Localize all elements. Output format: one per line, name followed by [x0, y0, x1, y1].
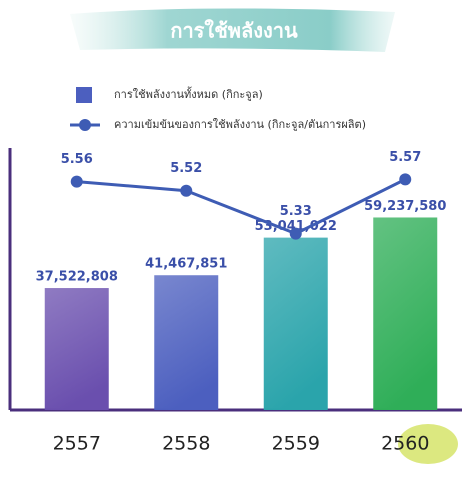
legend-swatch [76, 87, 92, 103]
x-tick-label: 2560 [381, 433, 429, 455]
bar [373, 217, 438, 410]
data-label: 37,522,808 [36, 270, 118, 285]
line-point [289, 227, 302, 240]
legend-swatch [79, 119, 91, 131]
title-banner [70, 8, 395, 53]
bar [44, 288, 109, 410]
line-point [180, 184, 193, 197]
x-tick-label: 2558 [162, 433, 210, 455]
x-tick-label: 2559 [272, 433, 320, 455]
line-point [70, 175, 83, 188]
data-label: 5.56 [61, 152, 93, 167]
chart-title: การใช้พลังงาน [170, 19, 298, 43]
line [76, 178, 406, 236]
data-label: 5.52 [170, 161, 202, 176]
data-label: 41,467,851 [145, 257, 227, 272]
line-point [399, 173, 412, 186]
data-label: 5.57 [389, 150, 421, 165]
bar [154, 275, 219, 410]
legend-label: การใช้พลังงานทั้งหมด (กิกะจูล) [114, 86, 263, 101]
legend-label: ความเข้มข้นของการใช้พลังงาน (กิกะจูล/ตัน… [114, 118, 366, 131]
x-tick-label: 2557 [53, 433, 101, 455]
highlight [398, 424, 458, 464]
bar [263, 237, 328, 410]
data-label: 5.33 [280, 204, 312, 219]
data-label: 59,237,580 [364, 199, 446, 214]
